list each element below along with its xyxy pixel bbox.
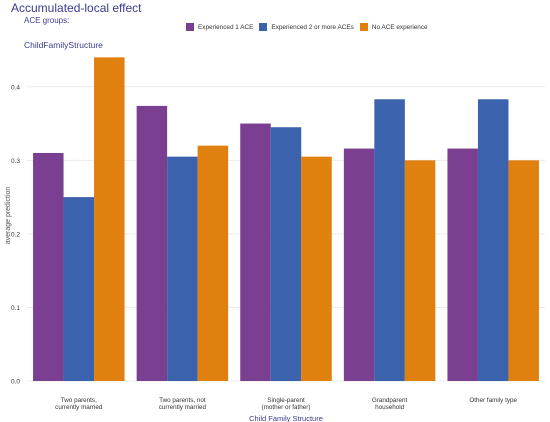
legend-label-1: Experienced 1 ACE	[198, 23, 254, 31]
bar-1-5	[447, 148, 478, 381]
legend-item-3: No ACE experience	[359, 23, 428, 31]
bar-3-5	[508, 160, 539, 381]
x-tick-label-line: Two parents,	[61, 397, 97, 404]
x-tick-label-line: currently married	[55, 404, 103, 411]
x-tick-label: Single-parent (mother or father)	[262, 397, 311, 411]
bar-3-1	[94, 57, 125, 381]
y-axis-label: average prediction	[5, 187, 12, 245]
bar-1-3	[240, 123, 271, 382]
bar-3-2	[197, 145, 229, 381]
y-tick-label: 0.3	[11, 158, 20, 165]
legend-swatch-2	[259, 23, 268, 31]
bar-1-1	[33, 152, 64, 381]
y-tick-label: 0.2	[11, 231, 20, 238]
bar-3-3	[301, 156, 332, 381]
legend-item-1: Experienced 1 ACE	[186, 23, 253, 31]
legend-label-2: Experienced 2 or more ACEs	[271, 23, 354, 31]
bar-2-2	[167, 156, 198, 381]
x-tick-label-line: household	[375, 404, 405, 411]
y-tick-label: 0.0	[11, 379, 20, 386]
x-tick-label-line: Two parents, not	[159, 397, 206, 404]
legend-swatch-1	[186, 23, 194, 31]
x-tick-label-line: currently married	[159, 404, 207, 411]
legend-title: ACE groups:	[24, 16, 70, 25]
bar-1-4	[343, 148, 375, 381]
legend-item-2: Experienced 2 or more ACEs	[259, 23, 354, 31]
x-tick-label: Other family type	[469, 397, 517, 404]
x-tick-label: Two parents, not currently married	[159, 397, 207, 411]
bar-1-2	[136, 105, 168, 381]
facet-label: ChildFamilyStructure	[24, 40, 103, 50]
bar-3-4	[404, 160, 436, 381]
y-tick-label: 0.4	[11, 84, 20, 91]
x-tick-label-line: Grandparent	[372, 397, 408, 404]
x-tick-label: Grandparent household	[372, 397, 408, 411]
chart-title: Accumulated-local effect	[11, 1, 142, 15]
legend-label-3: No ACE experience	[371, 23, 428, 31]
x-tick-label: Two parents, currently married	[55, 397, 103, 411]
bar-2-5	[477, 99, 509, 381]
bar-2-4	[374, 99, 405, 381]
x-tick-label-line: Single-parent	[267, 397, 305, 404]
bar-2-1	[63, 197, 95, 381]
legend: Experienced 1 ACE Experienced 2 or more …	[186, 21, 434, 33]
bar-2-3	[270, 127, 302, 381]
x-tick-label-line: (mother or father)	[262, 404, 311, 411]
x-tick-label-line: Other family type	[469, 397, 517, 404]
legend-swatch-3	[359, 23, 368, 31]
x-axis-label: Child Family Structure	[249, 414, 323, 422]
y-tick-label: 0.1	[11, 305, 20, 312]
